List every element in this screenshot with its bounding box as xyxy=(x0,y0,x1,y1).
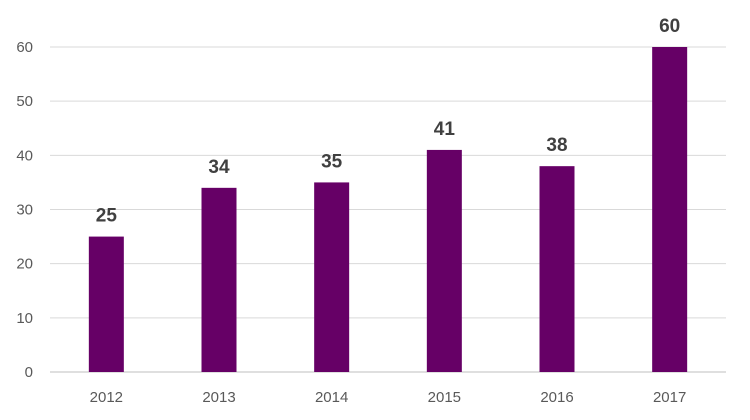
x-tick-label: 2016 xyxy=(540,389,573,406)
data-label: 34 xyxy=(208,157,230,178)
x-tick-label: 2014 xyxy=(315,389,348,406)
data-label: 25 xyxy=(96,206,118,227)
bar-2014 xyxy=(314,182,350,372)
bar-2016 xyxy=(539,166,575,372)
data-label: 38 xyxy=(546,135,567,156)
y-tick-label: 40 xyxy=(16,147,33,164)
y-tick-label: 60 xyxy=(16,39,33,56)
x-axis-tick-labels: 2012 2013 2014 2015 2016 2017 xyxy=(90,389,687,406)
bars xyxy=(88,47,688,372)
x-tick-label: 2017 xyxy=(653,389,686,406)
data-labels: 25 34 35 41 38 60 xyxy=(96,16,680,227)
y-tick-label: 30 xyxy=(16,202,33,219)
y-tick-label: 50 xyxy=(16,93,33,110)
data-label: 41 xyxy=(434,119,456,140)
bar-2013 xyxy=(201,187,237,372)
x-tick-label: 2013 xyxy=(202,389,235,406)
x-tick-label: 2012 xyxy=(90,389,123,406)
data-label: 60 xyxy=(659,16,680,37)
bar-2015 xyxy=(426,149,462,372)
bar-2012 xyxy=(88,236,124,372)
y-tick-label: 20 xyxy=(16,256,33,273)
x-tick-label: 2015 xyxy=(428,389,461,406)
bar-2017 xyxy=(652,47,688,372)
y-tick-label: 10 xyxy=(16,310,33,327)
gridlines xyxy=(50,46,726,373)
y-axis-tick-labels: 0 10 20 30 40 50 60 xyxy=(16,39,33,381)
y-tick-label: 0 xyxy=(25,364,33,381)
data-label: 35 xyxy=(321,151,343,172)
